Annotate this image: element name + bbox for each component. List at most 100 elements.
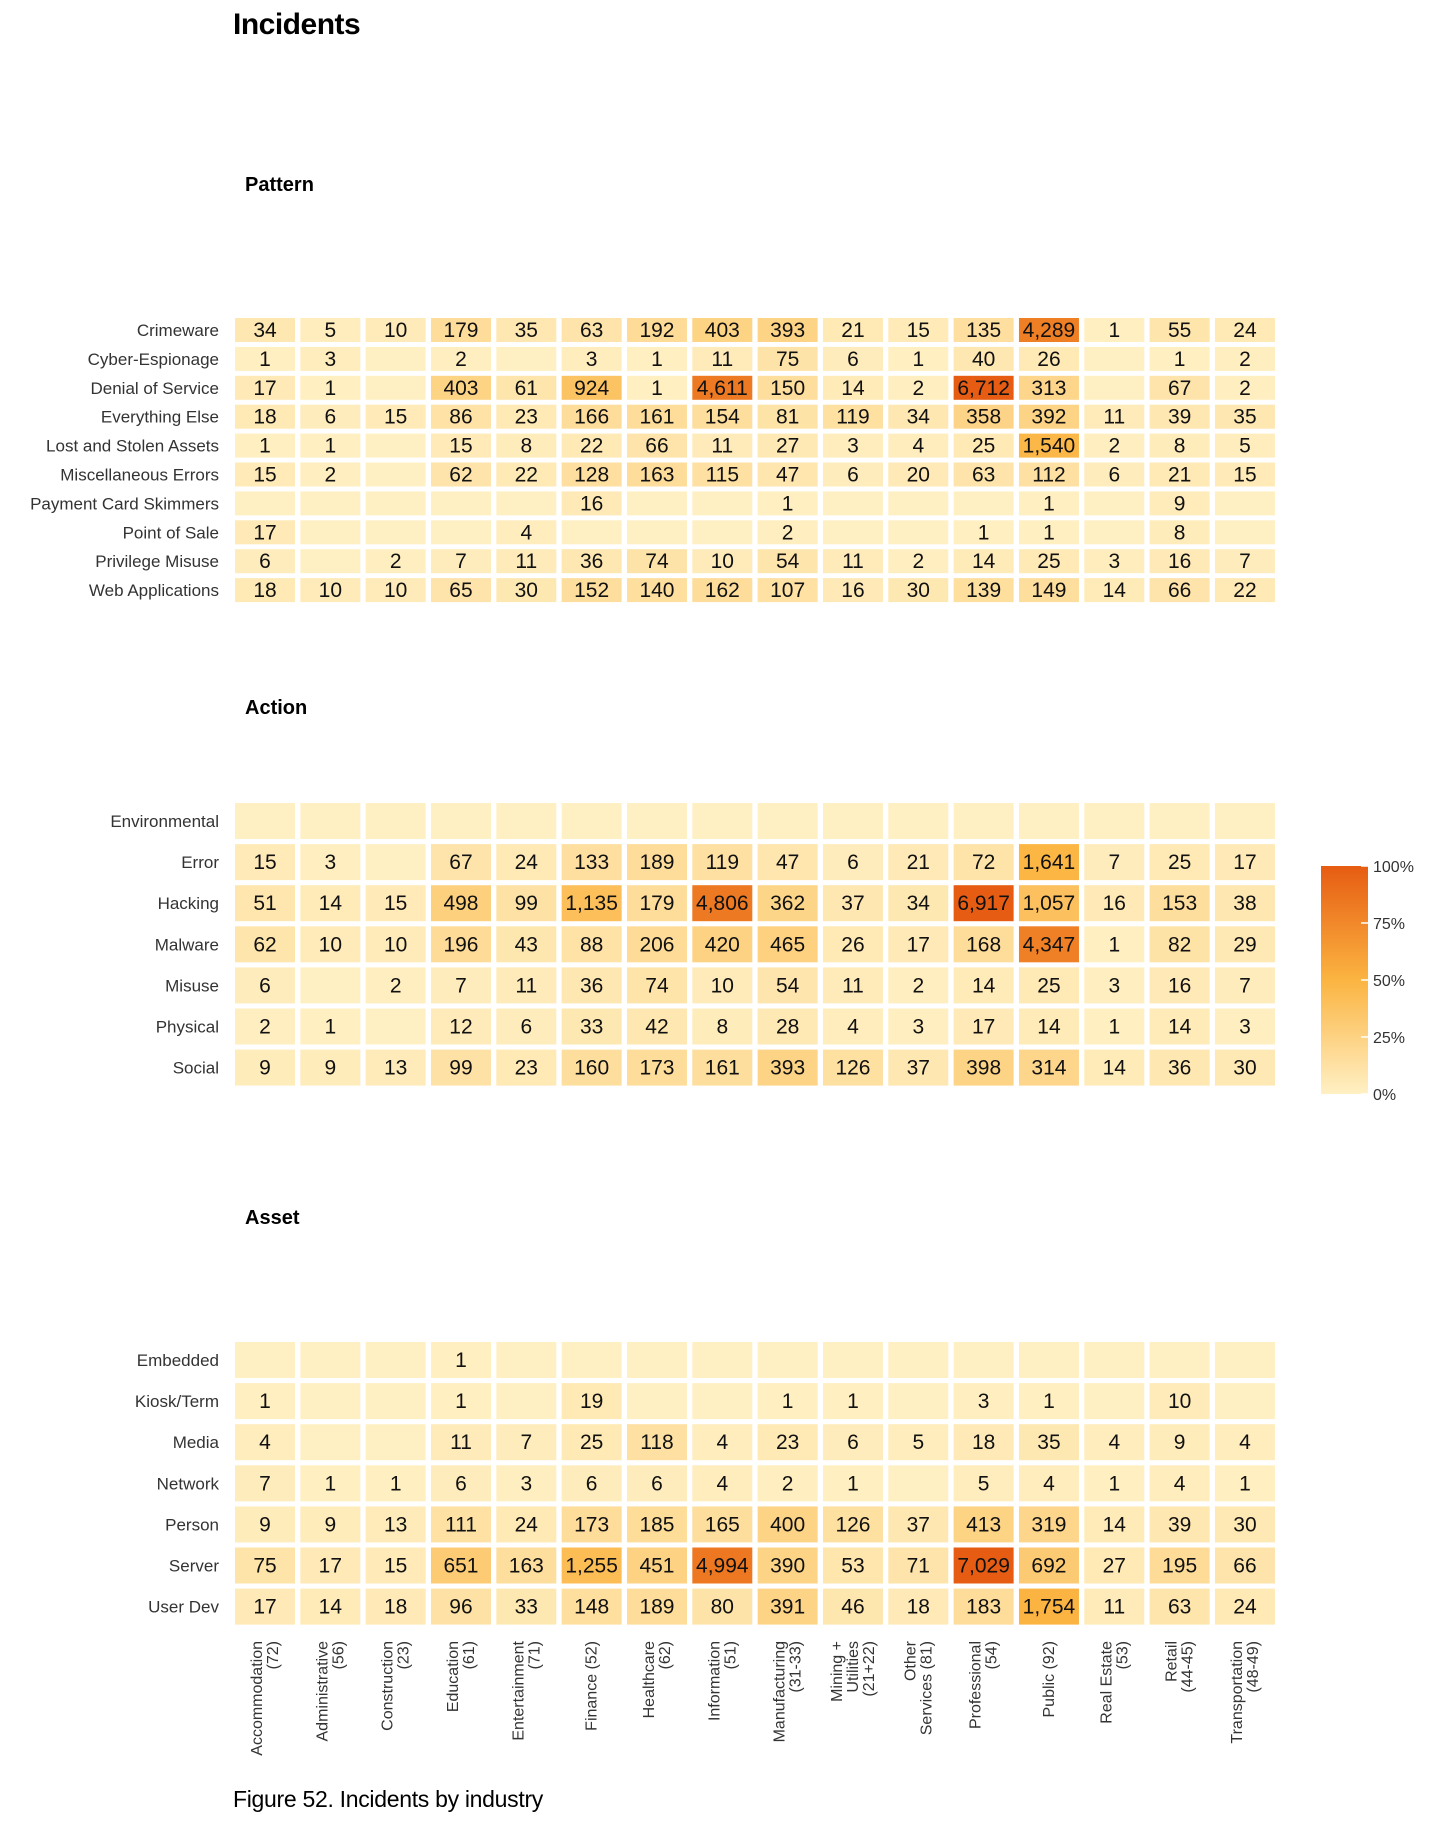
heatmap-cell [692, 346, 753, 371]
heatmap-cell [365, 462, 426, 487]
row-label: Misuse [165, 976, 219, 995]
heatmap-cell [692, 926, 753, 963]
cell-value: 36 [580, 974, 603, 997]
cell-value: 27 [1103, 1555, 1126, 1578]
cell-value: 34 [907, 406, 931, 429]
row-label: Error [181, 853, 219, 872]
cell-value: 4 [1108, 1431, 1120, 1454]
heatmap-cell [496, 1424, 557, 1461]
cell-value: 17 [907, 933, 930, 956]
cell-value: 30 [515, 579, 538, 602]
heatmap-cell [365, 549, 426, 574]
cell-value: 160 [574, 1057, 609, 1080]
heatmap-cell [888, 967, 949, 1004]
cell-value: 4 [716, 1472, 728, 1495]
cell-value: 9 [324, 1513, 336, 1536]
cell-value: 126 [835, 1057, 870, 1080]
cell-value: 14 [972, 974, 996, 997]
cell-value: 313 [1031, 377, 1066, 400]
cell-value: 7 [1239, 974, 1251, 997]
heatmap-cell [430, 462, 491, 487]
cell-value: 21 [1168, 464, 1191, 487]
heatmap-cell [626, 578, 687, 603]
cell-value: 35 [1037, 1431, 1060, 1454]
heatmap-cell [1214, 346, 1275, 371]
cell-value: 3 [847, 435, 859, 458]
cell-value: 18 [384, 1596, 407, 1619]
heatmap-cell [1084, 1547, 1145, 1584]
cell-value: 1 [1043, 521, 1055, 544]
heatmap-cell [430, 1588, 491, 1625]
heatmap-cell [496, 1342, 557, 1378]
cell-value: 391 [770, 1596, 805, 1619]
cell-value: 66 [645, 435, 668, 458]
cell-value: 6 [1108, 464, 1120, 487]
row-label: Kiosk/Term [135, 1392, 219, 1411]
heatmap-cell [561, 1383, 622, 1420]
heatmap-cell [822, 803, 883, 839]
heatmap-cell [300, 1424, 361, 1461]
cell-value: 924 [574, 377, 609, 400]
cell-value: 53 [841, 1555, 864, 1578]
heatmap-cell [888, 926, 949, 963]
cell-value: 112 [1032, 464, 1065, 487]
heatmap-cell [953, 926, 1014, 963]
heatmap-cell [1149, 404, 1210, 429]
cell-value: 14 [1037, 1016, 1061, 1039]
cell-value: 362 [770, 892, 805, 915]
cell-value: 126 [835, 1513, 870, 1536]
cell-value: 18 [253, 579, 276, 602]
heatmap-cell [235, 433, 295, 458]
heatmap-cell [561, 520, 622, 545]
cell-value: 398 [966, 1057, 1001, 1080]
cell-value: 3 [324, 851, 336, 874]
heatmap-cell [430, 1547, 491, 1584]
cell-value: 1 [1043, 1390, 1055, 1413]
legend-label: 75% [1373, 916, 1405, 933]
heatmap-cell [888, 844, 949, 881]
heatmap-cell [888, 318, 949, 342]
cell-value: 14 [841, 377, 865, 400]
cell-value: 10 [319, 579, 342, 602]
column-label: Finance (52) [584, 1641, 601, 1731]
cell-value: 6 [586, 1472, 598, 1495]
cell-value: 2 [1108, 435, 1120, 458]
cell-value: 1 [324, 377, 336, 400]
heatmap-cell [888, 1383, 949, 1420]
cell-value: 107 [770, 579, 805, 602]
heatmap-cell [953, 491, 1014, 516]
cell-value: 14 [319, 1596, 343, 1619]
column-label: Mining +Utilities(21+22) [829, 1641, 878, 1702]
cell-value: 38 [1233, 892, 1256, 915]
heatmap-cell [692, 1008, 753, 1045]
legend-label: 100% [1373, 859, 1414, 876]
heatmap-cell [953, 967, 1014, 1004]
cell-value: 33 [580, 1016, 603, 1039]
cell-value: 7 [455, 550, 467, 573]
heatmap-cell [822, 462, 883, 487]
column-label: Administrative(56) [314, 1641, 347, 1742]
column-label: Transportation(48-49) [1229, 1641, 1262, 1744]
heatmap-cell [1149, 803, 1210, 839]
cell-value: 6,712 [957, 377, 1010, 400]
heatmap-cell [1149, 1465, 1210, 1502]
heatmap-cell [822, 926, 883, 963]
heatmap-cell [1084, 1383, 1145, 1420]
heatmap-cell [1214, 803, 1275, 839]
cell-value: 451 [639, 1555, 674, 1578]
cell-value: 17 [253, 377, 276, 400]
cell-value: 6 [520, 1016, 532, 1039]
cell-value: 19 [580, 1390, 603, 1413]
heatmap-cell [1084, 578, 1145, 603]
cell-value: 358 [966, 406, 1001, 429]
cell-value: 30 [907, 579, 930, 602]
cell-value: 4,806 [696, 892, 749, 915]
heatmap-cell [365, 433, 426, 458]
heatmap-cell [692, 803, 753, 839]
heatmap-cell [235, 1506, 295, 1543]
heatmap-cell [561, 375, 622, 400]
heatmap-cell [757, 318, 818, 342]
cell-value: 88 [580, 933, 603, 956]
heatmap-cell [822, 1008, 883, 1045]
cell-value: 66 [1233, 1555, 1256, 1578]
